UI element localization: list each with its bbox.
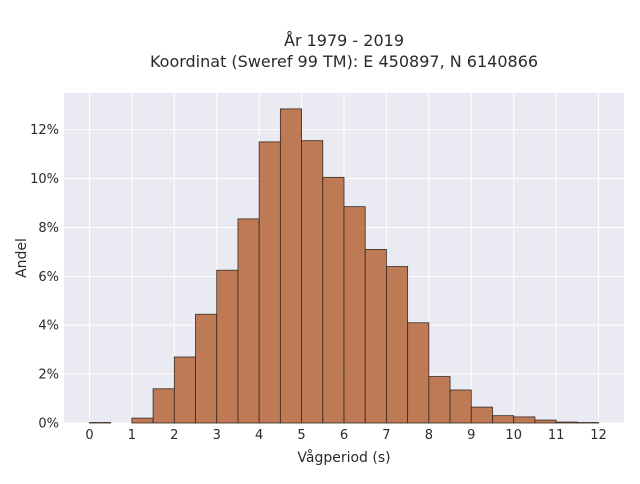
x-tick-label: 3 <box>213 428 221 443</box>
chart-title-line-2: Koordinat (Sweref 99 TM): E 450897, N 61… <box>150 52 538 71</box>
histogram-bar <box>237 218 260 424</box>
histogram-bar <box>470 406 493 424</box>
histogram-bar <box>492 415 515 424</box>
x-tick-label: 5 <box>297 428 305 443</box>
y-tick-label: 6% <box>38 270 59 285</box>
x-axis-title: Vågperiod (s) <box>297 449 390 466</box>
x-tick-label: 4 <box>255 428 263 443</box>
x-tick-label: 1 <box>128 428 136 443</box>
histogram-bar <box>576 422 599 424</box>
x-tick-label: 0 <box>85 428 93 443</box>
y-tick-label: 4% <box>38 319 59 334</box>
y-axis-ticks: 0% 2% 4% 6% 8% 10% 12% <box>30 123 59 431</box>
x-tick-label: 10 <box>505 428 522 443</box>
x-tick-label: 11 <box>548 428 565 443</box>
x-tick-label: 2 <box>170 428 178 443</box>
chart-title-line-1: År 1979 - 2019 <box>284 31 404 50</box>
histogram-bar <box>555 421 578 424</box>
histogram-bar <box>279 108 302 424</box>
histogram-bar <box>449 389 472 424</box>
y-axis-title: Andel <box>14 238 30 278</box>
y-tick-label: 12% <box>30 123 59 138</box>
histogram-bar <box>301 140 324 424</box>
y-tick-label: 8% <box>38 221 59 236</box>
histogram-bar <box>195 313 218 424</box>
x-tick-label: 8 <box>425 428 433 443</box>
histogram-bar <box>131 417 154 424</box>
histogram-bar <box>364 249 387 424</box>
y-tick-label: 2% <box>38 368 59 383</box>
x-tick-label: 6 <box>340 428 348 443</box>
histogram-bar <box>513 416 536 424</box>
x-tick-label: 12 <box>590 428 607 443</box>
histogram-bar <box>258 141 281 424</box>
x-axis-ticks: 0 1 2 3 4 5 6 7 8 9 10 11 12 <box>85 428 607 443</box>
histogram-bar <box>428 376 451 424</box>
x-tick-label: 9 <box>467 428 475 443</box>
histogram-bar <box>322 176 345 424</box>
histogram-bar <box>534 419 557 424</box>
histogram-bar <box>386 266 409 424</box>
histogram-bar <box>173 356 196 424</box>
histogram-bar <box>343 206 366 424</box>
y-tick-label: 10% <box>30 172 59 187</box>
histogram-bar <box>216 269 239 424</box>
bars <box>89 108 599 424</box>
x-tick-label: 7 <box>382 428 390 443</box>
histogram-bar <box>407 322 430 424</box>
y-tick-label: 0% <box>38 417 59 432</box>
histogram-bar <box>89 422 112 424</box>
histogram-bar <box>152 388 175 424</box>
